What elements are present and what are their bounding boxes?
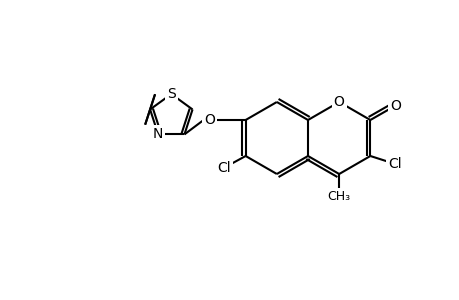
Text: O: O — [389, 99, 400, 112]
Text: Cl: Cl — [388, 157, 401, 171]
Text: CH₃: CH₃ — [327, 190, 350, 202]
Text: N: N — [153, 128, 163, 141]
Text: O: O — [333, 95, 344, 109]
Text: Cl: Cl — [216, 161, 230, 175]
Text: S: S — [167, 87, 175, 101]
Text: O: O — [204, 113, 215, 127]
